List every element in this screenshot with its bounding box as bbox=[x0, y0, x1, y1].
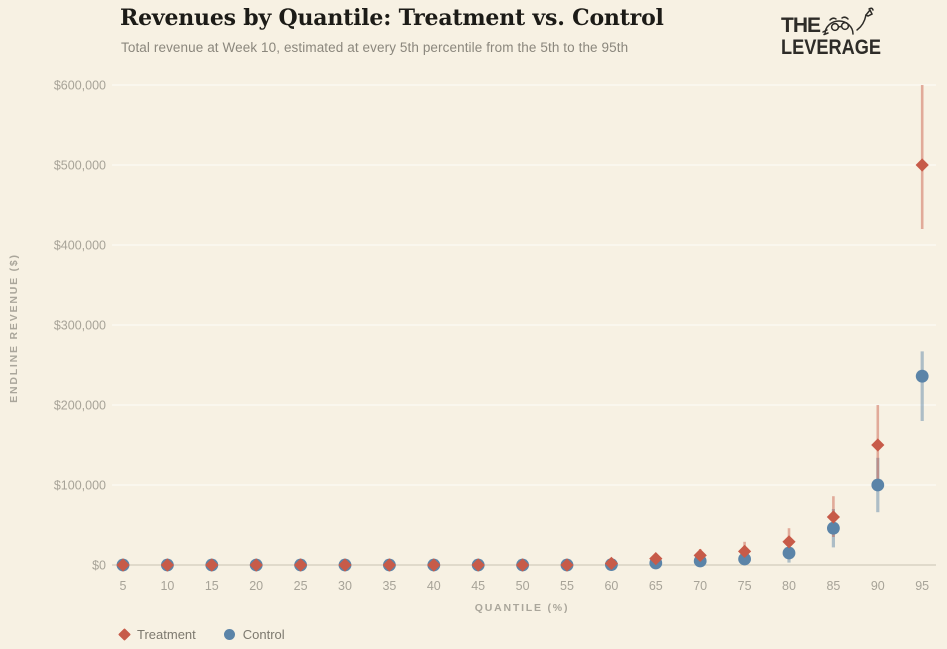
treatment-point bbox=[516, 558, 530, 572]
treatment-point bbox=[471, 558, 485, 572]
treatment-point bbox=[294, 558, 308, 572]
control-point bbox=[782, 546, 796, 560]
y-tick-label: $600,000 bbox=[54, 79, 106, 93]
page-title: Revenues by Quantile: Treatment vs. Cont… bbox=[120, 5, 664, 31]
treatment-point bbox=[560, 558, 574, 572]
treatment-point bbox=[915, 158, 929, 172]
treatment-point bbox=[205, 558, 219, 572]
treatment-diamond-icon bbox=[118, 628, 131, 641]
logo-doodle-face-icon bbox=[822, 7, 874, 36]
y-tick-label: $100,000 bbox=[54, 479, 106, 493]
y-tick-label: $300,000 bbox=[54, 319, 106, 333]
x-tick-label: 50 bbox=[516, 579, 530, 593]
legend-item-treatment: Treatment bbox=[118, 627, 196, 642]
treatment-point bbox=[249, 558, 263, 572]
x-tick-label: 40 bbox=[427, 579, 441, 593]
x-tick-label: 70 bbox=[693, 579, 707, 593]
x-tick-label: 20 bbox=[249, 579, 263, 593]
y-tick-label: $500,000 bbox=[54, 159, 106, 173]
x-axis-title: QUANTILE (%) bbox=[474, 602, 570, 614]
legend-label-treatment: Treatment bbox=[137, 627, 196, 642]
treatment-point bbox=[382, 558, 396, 572]
control-point bbox=[915, 369, 929, 383]
control-circle-icon bbox=[223, 629, 235, 640]
control-point bbox=[871, 478, 885, 492]
legend: Treatment Control bbox=[118, 627, 285, 642]
treatment-point bbox=[782, 535, 796, 549]
logo-text-the: THE bbox=[781, 14, 821, 37]
x-tick-label: 10 bbox=[160, 579, 174, 593]
x-tick-label: 25 bbox=[294, 579, 308, 593]
x-tick-label: 75 bbox=[738, 579, 752, 593]
treatment-point bbox=[604, 556, 618, 570]
control-point bbox=[738, 552, 751, 566]
treatment-point bbox=[116, 558, 130, 572]
y-tick-label: $200,000 bbox=[54, 399, 106, 413]
legend-label-control: Control bbox=[242, 627, 285, 642]
treatment-point bbox=[826, 510, 840, 524]
x-tick-label: 85 bbox=[826, 579, 840, 593]
treatment-point bbox=[738, 544, 752, 558]
treatment-point bbox=[338, 558, 352, 572]
control-point bbox=[827, 521, 840, 535]
page-subtitle: Total revenue at Week 10, estimated at e… bbox=[121, 40, 629, 55]
x-tick-label: 65 bbox=[649, 579, 663, 593]
x-tick-label: 5 bbox=[120, 579, 127, 593]
y-axis-title: ENDLINE REVENUE ($) bbox=[8, 253, 20, 403]
treatment-point bbox=[427, 558, 441, 572]
x-tick-label: 80 bbox=[782, 579, 796, 593]
the-leverage-logo: THE LEVERAGE bbox=[781, 7, 881, 59]
treatment-point bbox=[693, 548, 707, 562]
y-tick-label: $400,000 bbox=[54, 239, 106, 253]
x-tick-label: 35 bbox=[382, 579, 396, 593]
legend-item-control: Control bbox=[223, 627, 285, 642]
y-tick-label: $0 bbox=[92, 559, 106, 573]
x-tick-label: 90 bbox=[871, 579, 885, 593]
x-tick-label: 95 bbox=[915, 579, 929, 593]
treatment-point bbox=[160, 558, 174, 572]
x-tick-label: 55 bbox=[560, 579, 574, 593]
x-tick-label: 30 bbox=[338, 579, 352, 593]
treatment-point bbox=[871, 438, 885, 452]
x-tick-label: 15 bbox=[205, 579, 219, 593]
logo-text-leverage: LEVERAGE bbox=[781, 36, 881, 59]
x-tick-label: 45 bbox=[471, 579, 485, 593]
treatment-point bbox=[649, 552, 663, 566]
x-tick-label: 60 bbox=[604, 579, 618, 593]
